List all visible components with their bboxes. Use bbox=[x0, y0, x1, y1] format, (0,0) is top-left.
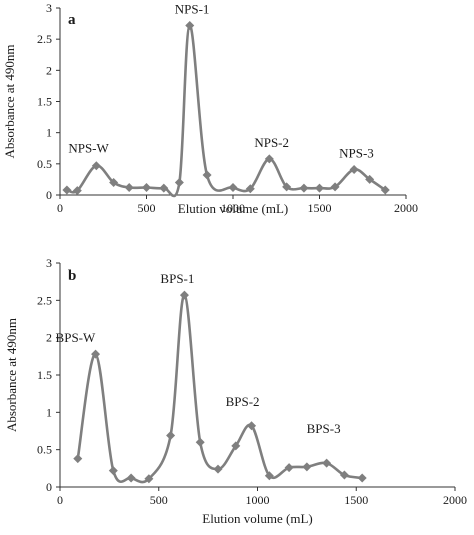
data-point-marker bbox=[124, 183, 134, 193]
data-point-marker bbox=[339, 470, 349, 480]
data-point-marker bbox=[142, 183, 151, 193]
data-point-marker bbox=[299, 183, 309, 193]
y-tick-label: 0 bbox=[46, 480, 52, 494]
series-line bbox=[65, 24, 387, 198]
peak-label: BPS-W bbox=[56, 330, 96, 345]
series-line bbox=[76, 293, 364, 484]
data-point-marker bbox=[179, 290, 189, 300]
data-point-marker bbox=[247, 421, 257, 431]
peak-label: NPS-3 bbox=[339, 145, 374, 160]
x-tick-label: 1500 bbox=[308, 201, 332, 215]
data-point-marker bbox=[365, 174, 375, 184]
data-point-marker bbox=[264, 154, 274, 164]
peak-label: BPS-3 bbox=[307, 421, 341, 436]
y-tick-label: 2.5 bbox=[37, 293, 52, 307]
data-point-marker bbox=[159, 183, 169, 193]
data-point-marker bbox=[195, 437, 205, 447]
data-point-marker bbox=[91, 161, 101, 171]
data-point-marker bbox=[73, 454, 83, 464]
data-point-marker bbox=[245, 184, 255, 194]
y-tick-label: 3 bbox=[46, 1, 52, 15]
y-tick-label: 1.5 bbox=[37, 368, 52, 382]
y-tick-label: 3 bbox=[46, 256, 52, 270]
data-point-marker bbox=[72, 186, 82, 196]
data-point-marker bbox=[284, 463, 294, 473]
data-point-marker bbox=[380, 185, 390, 195]
peak-label: BPS-2 bbox=[226, 394, 260, 409]
data-point-marker bbox=[330, 182, 340, 192]
data-point-marker bbox=[322, 458, 332, 468]
data-point-marker bbox=[315, 183, 324, 193]
x-tick-label: 500 bbox=[150, 493, 168, 507]
y-tick-label: 1 bbox=[46, 405, 52, 419]
data-point-marker bbox=[185, 20, 195, 30]
x-axis-title: Elution volume (mL) bbox=[178, 201, 288, 216]
data-point-marker bbox=[126, 473, 136, 483]
y-tick-label: 0.5 bbox=[37, 157, 52, 171]
data-point-marker bbox=[302, 462, 312, 472]
y-tick-label: 0 bbox=[46, 188, 52, 202]
peak-label: NPS-2 bbox=[254, 135, 289, 150]
x-tick-label: 2000 bbox=[394, 201, 418, 215]
y-tick-label: 2 bbox=[46, 331, 52, 345]
data-point-marker bbox=[228, 183, 238, 193]
panel-letter: b bbox=[68, 268, 76, 284]
data-point-marker bbox=[108, 466, 118, 476]
y-tick-label: 2.5 bbox=[37, 32, 52, 46]
x-tick-label: 1000 bbox=[246, 493, 270, 507]
x-tick-label: 2000 bbox=[443, 493, 467, 507]
data-point-marker bbox=[231, 441, 241, 451]
data-point-marker bbox=[202, 170, 212, 180]
x-tick-label: 500 bbox=[138, 201, 156, 215]
x-tick-label: 1500 bbox=[344, 493, 368, 507]
data-point-marker bbox=[349, 164, 359, 174]
data-point-marker bbox=[109, 178, 119, 188]
panel-letter: a bbox=[68, 12, 76, 28]
peak-label: NPS-1 bbox=[175, 1, 210, 16]
y-axis-title: Absorbance at 490nm bbox=[4, 318, 19, 432]
x-tick-label: 1000 bbox=[221, 201, 245, 215]
y-tick-label: 1.5 bbox=[37, 95, 52, 109]
data-point-marker bbox=[62, 185, 72, 195]
data-point-marker bbox=[357, 473, 367, 483]
chart-panel-a: 0 0.5 1 1.5 2 2.5 3 0 500 1000 1500 2000 Elution vol… bbox=[2, 1, 418, 216]
chart-panel-b: 0 0.5 1 1.5 2 2.5 3 0 500 1000 1500 2000 Elution vol… bbox=[4, 256, 467, 526]
data-point-marker bbox=[174, 178, 184, 188]
data-point-marker bbox=[264, 471, 274, 481]
data-point-marker bbox=[213, 464, 223, 474]
x-tick-label: 0 bbox=[57, 201, 63, 215]
y-axis-title: Absorbance at 490nm bbox=[2, 44, 17, 158]
data-point-marker bbox=[166, 430, 176, 440]
peak-label: BPS-1 bbox=[160, 271, 194, 286]
data-point-marker bbox=[282, 182, 292, 192]
y-tick-label: 0.5 bbox=[37, 443, 52, 457]
y-tick-label: 1 bbox=[46, 126, 52, 140]
x-tick-label: 0 bbox=[57, 493, 63, 507]
peak-label: NPS-W bbox=[68, 141, 109, 156]
x-axis-title: Elution volume (mL) bbox=[202, 511, 312, 526]
data-point-marker bbox=[91, 349, 101, 359]
y-tick-label: 2 bbox=[46, 63, 52, 77]
data-point-marker bbox=[144, 474, 154, 484]
